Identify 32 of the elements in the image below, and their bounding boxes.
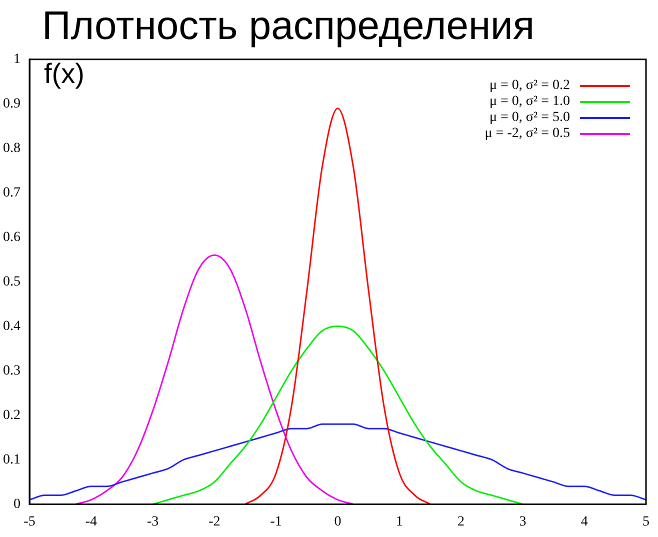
x-tick-label: 0 <box>334 514 342 530</box>
y-tick-label: 0.1 <box>3 452 20 468</box>
y-tick-label: 0.9 <box>3 96 20 112</box>
y-tick-label: 0.2 <box>3 408 20 423</box>
y-tick-label: 0.4 <box>3 318 20 334</box>
y-tick-label: 1 <box>14 52 20 68</box>
y-tick-label: 0.5 <box>3 274 20 290</box>
y-tick-label: 0.3 <box>3 363 20 378</box>
x-tick-label: 5 <box>642 514 650 530</box>
legend-label: μ = -2, σ² = 0.5 <box>484 126 570 142</box>
x-tick-label: -5 <box>24 514 36 530</box>
chart-title: Плотность распределения <box>42 3 535 50</box>
x-tick-label: 3 <box>519 514 526 530</box>
line-series <box>74 254 354 504</box>
y-tick-label: 0 <box>14 496 20 512</box>
y-tick-label: 0.6 <box>3 230 20 245</box>
y-tick-label: 0.7 <box>3 186 20 201</box>
legend-label: μ = 0, σ² = 1.0 <box>489 94 570 110</box>
x-tick-label: 4 <box>580 514 588 530</box>
line-series <box>152 326 524 504</box>
legend-label: μ = 0, σ² = 0.2 <box>489 78 570 94</box>
x-tick-label: -3 <box>146 514 159 530</box>
legend-label: μ = 0, σ² = 5.0 <box>489 110 570 126</box>
line-series <box>244 108 431 504</box>
x-tick-label: 2 <box>458 514 465 530</box>
line-series <box>30 423 646 500</box>
x-tick-label: 1 <box>396 514 403 530</box>
y-axis-title: f(x) <box>44 58 84 90</box>
x-tick-label: -1 <box>270 514 282 530</box>
y-tick-label: 0.8 <box>3 141 20 156</box>
x-tick-label: -2 <box>208 514 220 530</box>
x-tick-label: -4 <box>85 514 97 530</box>
